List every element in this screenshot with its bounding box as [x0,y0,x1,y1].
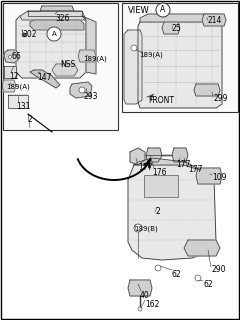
Text: 177: 177 [138,163,152,172]
Polygon shape [28,11,82,16]
Text: 189(A): 189(A) [83,55,107,61]
Circle shape [134,224,142,232]
Polygon shape [194,84,220,96]
Polygon shape [4,66,16,78]
Circle shape [156,3,170,17]
Polygon shape [140,14,224,22]
Text: 147: 147 [37,73,52,82]
Text: 109: 109 [212,173,227,182]
Text: 189(B): 189(B) [134,225,158,231]
Polygon shape [130,148,145,165]
Text: VIEW: VIEW [128,6,150,15]
Text: 162: 162 [145,300,159,309]
Polygon shape [30,70,60,88]
Polygon shape [2,80,16,92]
Circle shape [8,55,12,59]
Bar [3,3,118,130]
Text: 177: 177 [176,160,191,169]
Text: 176: 176 [152,168,167,177]
Polygon shape [78,50,96,62]
Polygon shape [8,95,28,108]
Polygon shape [30,20,84,30]
Polygon shape [128,165,216,260]
Text: 214: 214 [207,16,221,25]
Text: 2: 2 [27,115,32,124]
Polygon shape [4,50,18,63]
Text: 62: 62 [171,270,181,279]
Circle shape [155,265,161,271]
Text: 12: 12 [9,72,18,81]
Polygon shape [52,64,78,76]
Text: 290: 290 [211,265,226,274]
Text: 2: 2 [156,207,161,216]
Text: 177: 177 [188,165,203,174]
Polygon shape [128,280,152,296]
Text: 326: 326 [55,14,70,23]
Polygon shape [138,22,222,108]
Circle shape [138,307,142,311]
Text: 189(A): 189(A) [139,52,163,59]
Polygon shape [124,30,142,104]
Circle shape [131,45,137,51]
Polygon shape [172,148,188,162]
Text: 302: 302 [22,30,36,39]
Text: 293: 293 [84,92,98,101]
Polygon shape [134,158,200,170]
Polygon shape [20,11,86,20]
Circle shape [22,33,26,37]
Text: 299: 299 [213,94,228,103]
Polygon shape [70,82,92,98]
Circle shape [195,275,201,281]
Text: FRONT: FRONT [148,96,174,105]
Text: A: A [160,5,166,14]
Bar [144,175,178,197]
Polygon shape [202,14,226,26]
Text: 62: 62 [203,280,213,289]
Text: NSS: NSS [60,60,75,69]
Polygon shape [196,168,222,184]
Polygon shape [146,148,162,162]
Polygon shape [184,240,220,256]
Text: 40: 40 [140,291,150,300]
Text: 131: 131 [16,102,30,111]
Text: 25: 25 [172,24,182,33]
Polygon shape [40,6,74,11]
Bar [122,3,238,112]
Text: A: A [52,31,56,37]
Circle shape [47,27,61,41]
Circle shape [79,87,85,93]
Polygon shape [16,16,86,78]
Polygon shape [82,16,96,74]
Text: 189(A): 189(A) [6,83,30,90]
Polygon shape [162,22,180,34]
Text: 66: 66 [12,52,22,61]
